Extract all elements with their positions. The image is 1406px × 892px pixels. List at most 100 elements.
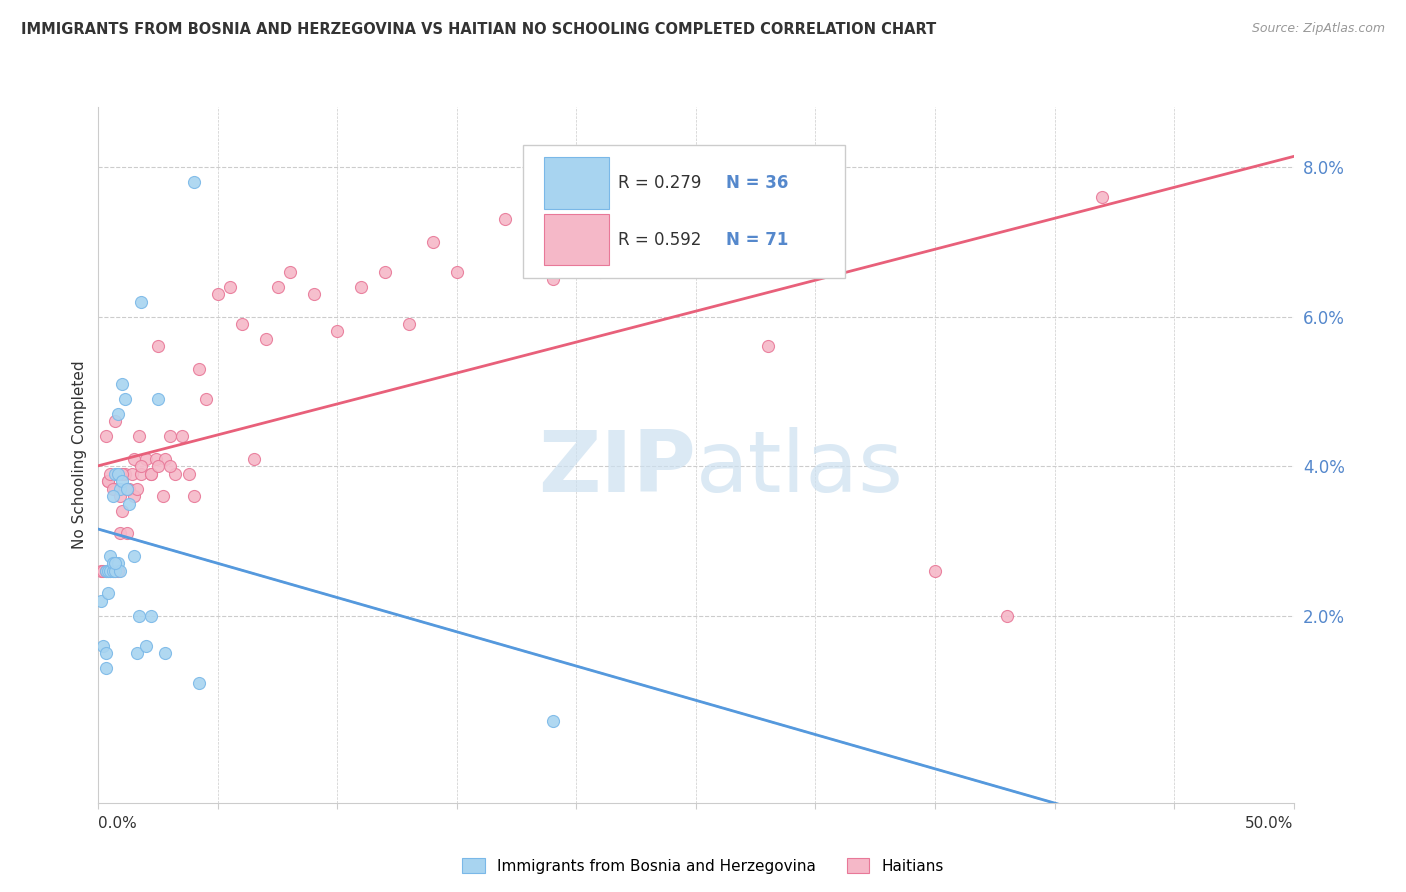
- Point: [145, 451, 167, 466]
- Point: [98, 467, 122, 481]
- Point: [104, 467, 127, 481]
- Point: [125, 482, 148, 496]
- Point: [131, 459, 153, 474]
- Point: [494, 212, 516, 227]
- Y-axis label: No Schooling Completed: No Schooling Completed: [72, 360, 87, 549]
- Point: [207, 287, 229, 301]
- Point: [97, 474, 120, 488]
- Point: [159, 459, 181, 474]
- Point: [101, 557, 124, 571]
- Point: [194, 392, 218, 406]
- Point: [94, 564, 117, 578]
- FancyBboxPatch shape: [523, 145, 845, 277]
- Point: [128, 608, 150, 623]
- Point: [231, 317, 253, 331]
- Point: [94, 564, 117, 578]
- Point: [90, 564, 112, 578]
- Text: ZIP: ZIP: [538, 427, 696, 510]
- Point: [135, 639, 157, 653]
- Point: [94, 429, 117, 443]
- Point: [107, 564, 129, 578]
- Point: [124, 489, 146, 503]
- Point: [661, 190, 683, 204]
- Point: [104, 557, 127, 571]
- Point: [114, 392, 136, 406]
- Point: [111, 467, 134, 481]
- Text: R = 0.592: R = 0.592: [619, 230, 702, 249]
- Point: [124, 451, 146, 466]
- Point: [94, 661, 117, 675]
- Point: [422, 235, 444, 249]
- Point: [104, 482, 127, 496]
- Point: [128, 429, 150, 443]
- Point: [131, 467, 153, 481]
- Point: [804, 265, 827, 279]
- Point: [254, 332, 277, 346]
- Point: [91, 564, 114, 578]
- Point: [118, 482, 141, 496]
- Point: [243, 451, 266, 466]
- Point: [131, 294, 153, 309]
- Point: [104, 564, 127, 578]
- Point: [179, 467, 201, 481]
- Point: [125, 646, 148, 660]
- Point: [148, 339, 170, 353]
- Point: [302, 287, 325, 301]
- Point: [159, 429, 181, 443]
- Point: [111, 504, 134, 518]
- Point: [155, 451, 177, 466]
- Point: [94, 646, 117, 660]
- Point: [183, 175, 205, 189]
- FancyBboxPatch shape: [544, 157, 609, 209]
- Text: Source: ZipAtlas.com: Source: ZipAtlas.com: [1251, 22, 1385, 36]
- Text: 50.0%: 50.0%: [1246, 816, 1294, 831]
- Point: [107, 407, 129, 421]
- Point: [267, 279, 290, 293]
- Point: [350, 279, 373, 293]
- Point: [97, 586, 120, 600]
- Point: [108, 489, 131, 503]
- Point: [541, 272, 564, 286]
- Point: [111, 376, 134, 391]
- Point: [115, 482, 138, 496]
- FancyBboxPatch shape: [544, 214, 609, 265]
- Point: [278, 265, 301, 279]
- Point: [108, 526, 131, 541]
- Point: [135, 451, 157, 466]
- Point: [98, 564, 122, 578]
- Text: 0.0%: 0.0%: [98, 816, 138, 831]
- Text: IMMIGRANTS FROM BOSNIA AND HERZEGOVINA VS HAITIAN NO SCHOOLING COMPLETED CORRELA: IMMIGRANTS FROM BOSNIA AND HERZEGOVINA V…: [21, 22, 936, 37]
- Point: [98, 549, 122, 563]
- Point: [709, 145, 731, 159]
- Point: [398, 317, 420, 331]
- Point: [183, 489, 205, 503]
- Point: [446, 265, 468, 279]
- Point: [115, 526, 138, 541]
- Point: [139, 467, 162, 481]
- Text: R = 0.279: R = 0.279: [619, 174, 702, 192]
- Point: [115, 482, 138, 496]
- Legend: Immigrants from Bosnia and Herzegovina, Haitians: Immigrants from Bosnia and Herzegovina, …: [456, 852, 950, 880]
- Point: [118, 497, 141, 511]
- Point: [541, 714, 564, 728]
- Point: [924, 564, 946, 578]
- Point: [326, 325, 349, 339]
- Point: [108, 482, 131, 496]
- Point: [97, 564, 120, 578]
- Point: [155, 646, 177, 660]
- Point: [148, 459, 170, 474]
- Point: [187, 676, 209, 690]
- Point: [91, 639, 114, 653]
- Point: [107, 557, 129, 571]
- Point: [756, 339, 779, 353]
- Text: N = 36: N = 36: [725, 174, 789, 192]
- Point: [172, 429, 194, 443]
- Point: [148, 392, 170, 406]
- Point: [111, 474, 134, 488]
- Point: [219, 279, 242, 293]
- Point: [163, 467, 186, 481]
- Point: [97, 474, 120, 488]
- Point: [139, 467, 162, 481]
- Point: [98, 564, 122, 578]
- Point: [121, 467, 143, 481]
